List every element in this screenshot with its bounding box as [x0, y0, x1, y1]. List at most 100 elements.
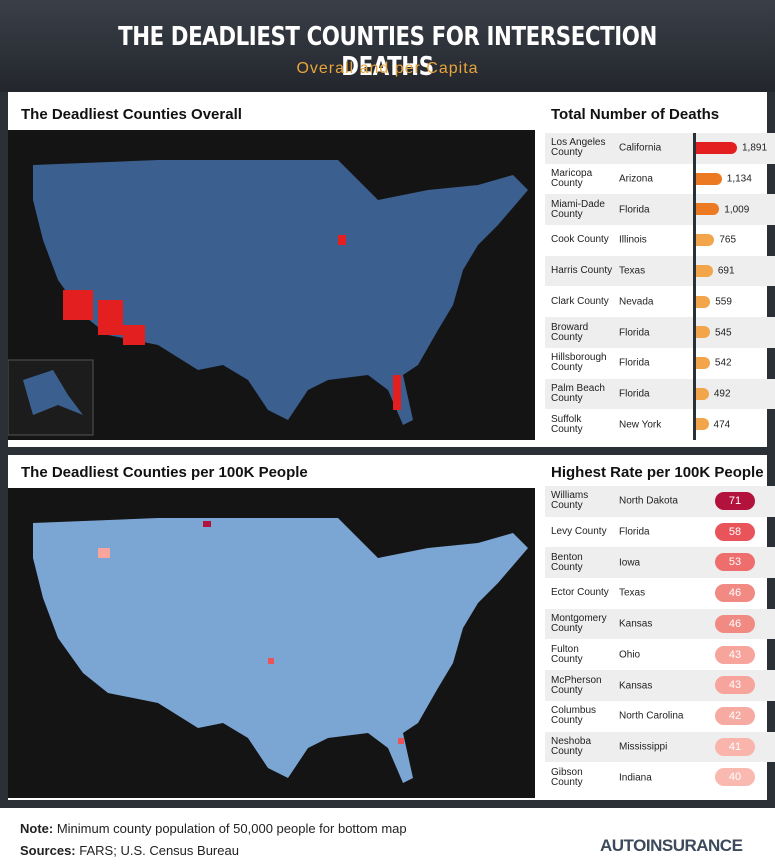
hotspot — [268, 658, 274, 664]
map — [8, 488, 535, 798]
value-label: 46 — [728, 587, 742, 600]
county: Ector County — [551, 587, 609, 599]
state: Nevada — [619, 296, 654, 308]
value-label: 545 — [714, 327, 732, 339]
map — [8, 130, 535, 440]
bar — [695, 295, 711, 308]
row: Clark County Nevada 559 — [545, 287, 775, 318]
value-label: 42 — [728, 709, 742, 722]
row: Harris County Texas 691 — [545, 255, 775, 287]
hotspot — [123, 325, 145, 345]
state: Indiana — [619, 772, 652, 784]
header — [0, 0, 775, 92]
map-title: The Deadliest Counties Overall — [21, 106, 242, 123]
value-label: 1,134 — [726, 173, 752, 185]
note-text: Minimum county population of 50,000 peop… — [56, 821, 407, 836]
sources-label: Sources: — [20, 843, 76, 858]
state: Florida — [619, 526, 650, 538]
footer: Note: Minimum county population of 50,00… — [0, 808, 775, 868]
state: Arizona — [619, 173, 653, 185]
note-label: Note: — [20, 821, 54, 836]
row: McPherson County Kansas 43 — [545, 670, 775, 701]
county: Williams County — [551, 490, 589, 512]
bar — [695, 142, 737, 154]
subtitle: Overall and per Capita — [296, 60, 479, 77]
value-label: 474 — [713, 419, 731, 431]
state: Iowa — [619, 557, 641, 569]
row: Maricopa County Arizona 1,134 — [545, 164, 775, 195]
pill: 71 — [715, 492, 755, 510]
hotspot — [338, 235, 346, 245]
county: Los Angeles County — [551, 137, 606, 159]
row: Montgomery County Kansas 46 — [545, 608, 775, 640]
row: Miami-Dade County Florida 1,009 — [545, 194, 775, 226]
bar — [695, 356, 710, 369]
us-shape — [33, 518, 528, 783]
state: Illinois — [619, 234, 647, 246]
county: Suffolk County — [551, 413, 583, 435]
panel: The Deadliest Counties per 100K People H… — [8, 455, 775, 800]
state: Texas — [619, 587, 646, 599]
row: Broward County Florida 545 — [545, 317, 775, 348]
row: Suffolk County New York 474 — [545, 409, 775, 440]
note: Note: Minimum county population of 50,00… — [20, 821, 407, 836]
county: Neshoba County — [551, 735, 592, 757]
value-label: 58 — [728, 525, 742, 538]
row: Hillsborough County Florida 542 — [545, 348, 775, 379]
row: Williams County North Dakota 71 — [545, 486, 775, 517]
state: North Carolina — [619, 710, 684, 722]
county: Palm Beach County — [551, 382, 605, 404]
pill: 40 — [715, 768, 755, 787]
row: Neshoba County Mississippi 41 — [545, 731, 775, 763]
pill: 53 — [715, 553, 755, 572]
value-label: 43 — [728, 679, 742, 692]
state: New York — [619, 419, 662, 431]
sources: Sources: FARS; U.S. Census Bureau — [20, 843, 239, 858]
pill: 46 — [715, 614, 755, 633]
bar — [695, 418, 709, 431]
county: Gibson County — [551, 766, 583, 788]
value-label: 43 — [728, 648, 742, 661]
panel: The Deadliest Counties Overall Total Num… — [8, 92, 775, 447]
row: Fulton County Ohio 43 — [545, 640, 775, 671]
value-label: 71 — [728, 495, 742, 507]
hotspot — [98, 548, 110, 558]
value-label: 492 — [713, 388, 731, 400]
county: Miami-Dade County — [551, 198, 605, 220]
state: North Dakota — [619, 495, 678, 507]
list: Williams County North Dakota 71 Levy County… — [545, 486, 775, 793]
bar — [695, 172, 722, 185]
title: THE DEADLIEST COUNTIES FOR INTERSECTION … — [118, 22, 657, 82]
county: Benton County — [551, 551, 583, 573]
value-label: 542 — [714, 357, 732, 369]
state: Florida — [619, 357, 650, 369]
county: Cook County — [551, 234, 609, 246]
pill: 41 — [715, 737, 755, 756]
row: Cook County Illinois 765 — [545, 225, 775, 256]
state: Texas — [619, 265, 646, 277]
county: Hillsborough County — [551, 352, 607, 374]
state: Ohio — [619, 649, 641, 661]
row: Ector County Texas 46 — [545, 578, 775, 609]
map-title: The Deadliest Counties per 100K People — [21, 464, 308, 481]
sources-text: FARS; U.S. Census Bureau — [79, 843, 239, 858]
bar — [695, 234, 715, 247]
pill: 58 — [715, 522, 755, 541]
value-label: 1,009 — [724, 204, 750, 216]
logo: AUTOINSURANCE — [600, 836, 743, 855]
state: California — [619, 142, 662, 154]
county: Levy County — [551, 526, 607, 538]
bar — [695, 326, 710, 339]
row: Gibson County Indiana 40 — [545, 762, 775, 793]
list: Los Angeles County California 1,891 Maricop… — [545, 133, 775, 440]
bar — [695, 387, 709, 400]
value-label: 41 — [728, 740, 742, 753]
county: Montgomery County — [551, 613, 607, 635]
hotspot — [203, 521, 211, 527]
list-title: Highest Rate per 100K People — [551, 464, 764, 481]
hotspot — [393, 375, 401, 410]
value-label: 1,891 — [742, 142, 768, 154]
state: Florida — [619, 388, 650, 400]
value-label: 40 — [728, 771, 742, 784]
